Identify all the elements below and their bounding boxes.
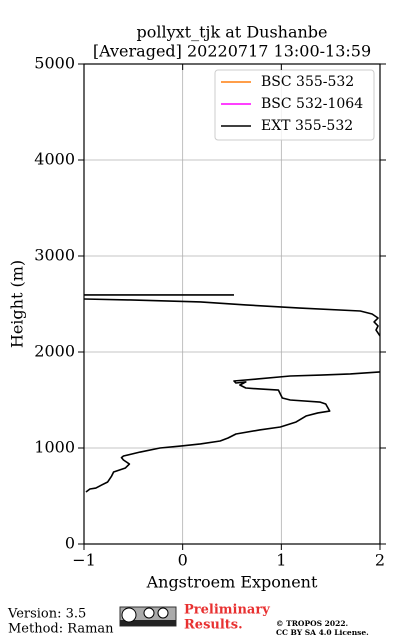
legend: BSC 355-532 BSC 532-1064 EXT 355-532 <box>214 69 375 141</box>
plot-frame <box>83 63 381 545</box>
cc-badge-strip <box>120 620 176 626</box>
legend-label: BSC 532-1064 <box>261 96 363 112</box>
chart-title: pollyxt_tjk at Dushanbe <box>136 23 327 42</box>
chart-subtitle: [Averaged] 20220717 13:00-13:59 <box>93 42 371 61</box>
x-tick-label: 1 <box>276 551 286 570</box>
x-tick-label: 0 <box>178 551 188 570</box>
version-text: Version: 3.5 <box>7 607 86 622</box>
preliminary-text: Results. <box>184 618 243 633</box>
x-tick-label: −1 <box>72 551 96 570</box>
footer: Version: 3.5 Method: Raman Preliminary R… <box>7 603 369 638</box>
cc-icon <box>121 607 137 623</box>
preliminary-text: Preliminary <box>184 603 270 618</box>
y-axis-label: Height (m) <box>8 260 27 348</box>
profile-line <box>84 294 380 493</box>
plot-lines <box>84 294 380 493</box>
legend-box <box>214 69 375 141</box>
y-tick-label: 1000 <box>34 438 75 457</box>
y-tick-label: 4000 <box>34 150 75 169</box>
copyright-text: CC BY SA 4.0 License. <box>276 628 369 637</box>
y-tick-label: 3000 <box>34 246 75 265</box>
y-tick-label: 0 <box>65 534 75 553</box>
legend-label: BSC 355-532 <box>261 74 354 90</box>
y-tick-label: 5000 <box>34 54 75 73</box>
method-text: Method: Raman <box>8 622 114 637</box>
y-tick-label: 2000 <box>34 342 75 361</box>
legend-label: EXT 355-532 <box>261 118 353 134</box>
copyright-text: © TROPOS 2022. <box>276 619 348 628</box>
sa-icon <box>157 607 169 619</box>
x-axis-label: Angstroem Exponent <box>146 573 318 592</box>
by-icon <box>143 607 155 619</box>
x-tick-label: 2 <box>375 551 385 570</box>
